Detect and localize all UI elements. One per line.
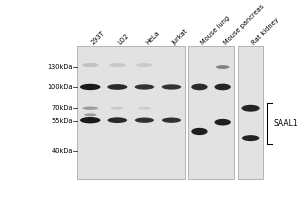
Ellipse shape <box>162 118 181 123</box>
Text: LO2: LO2 <box>117 32 131 46</box>
Ellipse shape <box>216 65 230 69</box>
Text: Jurkat: Jurkat <box>172 28 189 46</box>
Bar <box>188 46 234 179</box>
Ellipse shape <box>242 105 260 112</box>
Text: Rat kidney: Rat kidney <box>250 16 280 46</box>
Text: 100kDa: 100kDa <box>47 84 73 90</box>
Text: 293T: 293T <box>90 30 106 46</box>
Ellipse shape <box>109 63 126 67</box>
Text: 70kDa: 70kDa <box>51 105 73 111</box>
Ellipse shape <box>80 84 101 90</box>
Ellipse shape <box>82 107 98 110</box>
Ellipse shape <box>107 84 127 90</box>
Ellipse shape <box>214 119 231 126</box>
Text: Mouse lung: Mouse lung <box>200 14 231 46</box>
Ellipse shape <box>107 117 127 123</box>
Text: HeLa: HeLa <box>144 29 160 46</box>
Text: 55kDa: 55kDa <box>51 118 73 124</box>
Text: Mouse pancreas: Mouse pancreas <box>223 3 265 46</box>
Ellipse shape <box>84 113 96 116</box>
Ellipse shape <box>82 63 99 67</box>
Ellipse shape <box>242 135 259 141</box>
Text: 130kDa: 130kDa <box>47 64 73 70</box>
Text: 40kDa: 40kDa <box>51 148 73 154</box>
Ellipse shape <box>162 84 181 90</box>
Ellipse shape <box>80 117 101 123</box>
Text: SAAL1: SAAL1 <box>273 119 298 128</box>
Ellipse shape <box>214 84 231 90</box>
Ellipse shape <box>111 107 124 110</box>
Ellipse shape <box>135 84 154 90</box>
Bar <box>238 46 263 179</box>
Ellipse shape <box>135 118 154 123</box>
Ellipse shape <box>191 128 208 135</box>
Ellipse shape <box>136 63 153 67</box>
Ellipse shape <box>191 84 208 90</box>
Bar <box>77 46 185 179</box>
Ellipse shape <box>138 107 151 110</box>
